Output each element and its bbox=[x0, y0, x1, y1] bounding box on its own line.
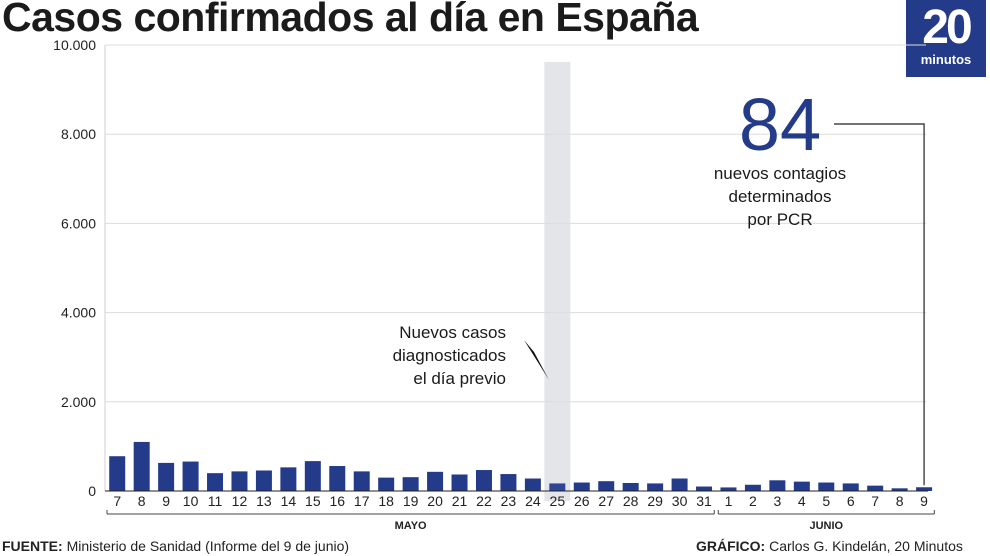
bar bbox=[622, 482, 639, 491]
x-tick-label: 19 bbox=[403, 493, 419, 509]
x-tick-label: 8 bbox=[138, 493, 146, 509]
x-tick-label: 10 bbox=[183, 493, 199, 509]
x-tick-label: 5 bbox=[822, 493, 830, 509]
band-note-line: el día previo bbox=[413, 369, 506, 388]
x-tick-label: 1 bbox=[725, 493, 733, 509]
x-tick-label: 9 bbox=[920, 493, 928, 509]
source-text: Ministerio de Sanidad (Informe del 9 de … bbox=[66, 538, 350, 554]
x-tick-label: 13 bbox=[256, 493, 272, 509]
x-tick-label: 27 bbox=[598, 493, 614, 509]
x-tick-label: 20 bbox=[427, 493, 443, 509]
credit-label: GRÁFICO: bbox=[696, 538, 766, 554]
x-tick-label: 11 bbox=[208, 493, 223, 509]
x-tick-label: 25 bbox=[550, 493, 566, 509]
bar bbox=[573, 482, 590, 491]
logo-word: minutos bbox=[920, 52, 972, 67]
bar bbox=[598, 481, 615, 491]
x-tick-label: 28 bbox=[623, 493, 639, 509]
bar bbox=[304, 461, 321, 491]
bar bbox=[109, 456, 126, 491]
bar bbox=[280, 467, 297, 491]
callout-text-line: nuevos contagios bbox=[714, 164, 846, 183]
x-tick-label: 16 bbox=[329, 493, 345, 509]
bar bbox=[696, 486, 713, 491]
y-tick-label: 0 bbox=[88, 483, 96, 499]
band-note-line: Nuevos casos bbox=[399, 323, 506, 342]
y-tick-label: 8.000 bbox=[61, 126, 96, 142]
chart-title: Casos confirmados al día en España bbox=[2, 0, 699, 40]
bar bbox=[475, 470, 492, 491]
x-tick-label: 26 bbox=[574, 493, 590, 509]
bar bbox=[867, 485, 884, 491]
bar bbox=[524, 478, 541, 491]
x-tick-label: 22 bbox=[476, 493, 492, 509]
x-tick-label: 29 bbox=[647, 493, 663, 509]
bar bbox=[549, 483, 566, 491]
x-tick-label: 6 bbox=[847, 493, 855, 509]
y-tick-label: 6.000 bbox=[61, 215, 96, 231]
x-tick-label: 2 bbox=[749, 493, 757, 509]
source-label: FUENTE: bbox=[2, 538, 63, 554]
x-tick-label: 12 bbox=[232, 493, 248, 509]
x-tick-label: 17 bbox=[354, 493, 370, 509]
month-label: JUNIO bbox=[809, 520, 843, 532]
brand-logo: 20 minutos bbox=[906, 0, 986, 77]
credit-note: GRÁFICO: Carlos G. Kindelán, 20 Minutos bbox=[696, 538, 963, 554]
callout-text-line: determinados bbox=[728, 187, 831, 206]
x-tick-label: 31 bbox=[696, 493, 712, 509]
logo-number: 20 bbox=[922, 1, 972, 54]
x-tick-label: 7 bbox=[871, 493, 879, 509]
band-note-line: diagnosticados bbox=[393, 346, 506, 365]
bar bbox=[231, 471, 248, 491]
bar bbox=[818, 482, 835, 491]
x-tick-label: 14 bbox=[281, 493, 297, 509]
y-tick-label: 10.000 bbox=[53, 37, 96, 53]
bar bbox=[378, 477, 395, 491]
bar bbox=[329, 466, 346, 491]
x-tick-label: 4 bbox=[798, 493, 806, 509]
bar bbox=[402, 477, 419, 491]
bar bbox=[891, 488, 908, 491]
x-tick-label: 18 bbox=[378, 493, 394, 509]
x-tick-label: 24 bbox=[525, 493, 541, 509]
credit-text: Carlos G. Kindelán, 20 Minutos bbox=[769, 538, 963, 554]
bar bbox=[500, 474, 517, 491]
bar bbox=[158, 462, 175, 491]
source-note: FUENTE: Ministerio de Sanidad (Informe d… bbox=[2, 538, 349, 554]
callout-leader-line bbox=[834, 123, 925, 486]
x-tick-label: 23 bbox=[501, 493, 517, 509]
y-tick-label: 4.000 bbox=[61, 305, 96, 321]
bar bbox=[451, 474, 468, 491]
bar bbox=[744, 484, 761, 491]
bar bbox=[647, 483, 664, 491]
x-tick-label: 9 bbox=[162, 493, 170, 509]
bar bbox=[353, 471, 370, 491]
callout-text-line: por PCR bbox=[747, 210, 812, 229]
bar bbox=[671, 478, 688, 491]
bar bbox=[793, 481, 810, 491]
bar bbox=[720, 487, 737, 491]
bar bbox=[133, 441, 150, 491]
bar bbox=[842, 483, 859, 491]
bar bbox=[207, 473, 224, 491]
x-tick-label: 30 bbox=[672, 493, 688, 509]
callout-value: 84 bbox=[739, 83, 821, 166]
highlight-band bbox=[544, 62, 571, 501]
month-label: MAYO bbox=[395, 520, 427, 532]
x-tick-label: 21 bbox=[452, 493, 468, 509]
band-note-pointer bbox=[524, 340, 549, 380]
bar bbox=[769, 480, 786, 491]
bar bbox=[182, 461, 199, 491]
y-tick-label: 2.000 bbox=[61, 394, 96, 410]
x-tick-label: 15 bbox=[305, 493, 321, 509]
x-tick-label: 3 bbox=[773, 493, 781, 509]
x-tick-label: 7 bbox=[113, 493, 121, 509]
bar bbox=[427, 471, 444, 491]
bar bbox=[916, 487, 933, 491]
x-tick-label: 8 bbox=[896, 493, 904, 509]
bar bbox=[255, 470, 272, 491]
